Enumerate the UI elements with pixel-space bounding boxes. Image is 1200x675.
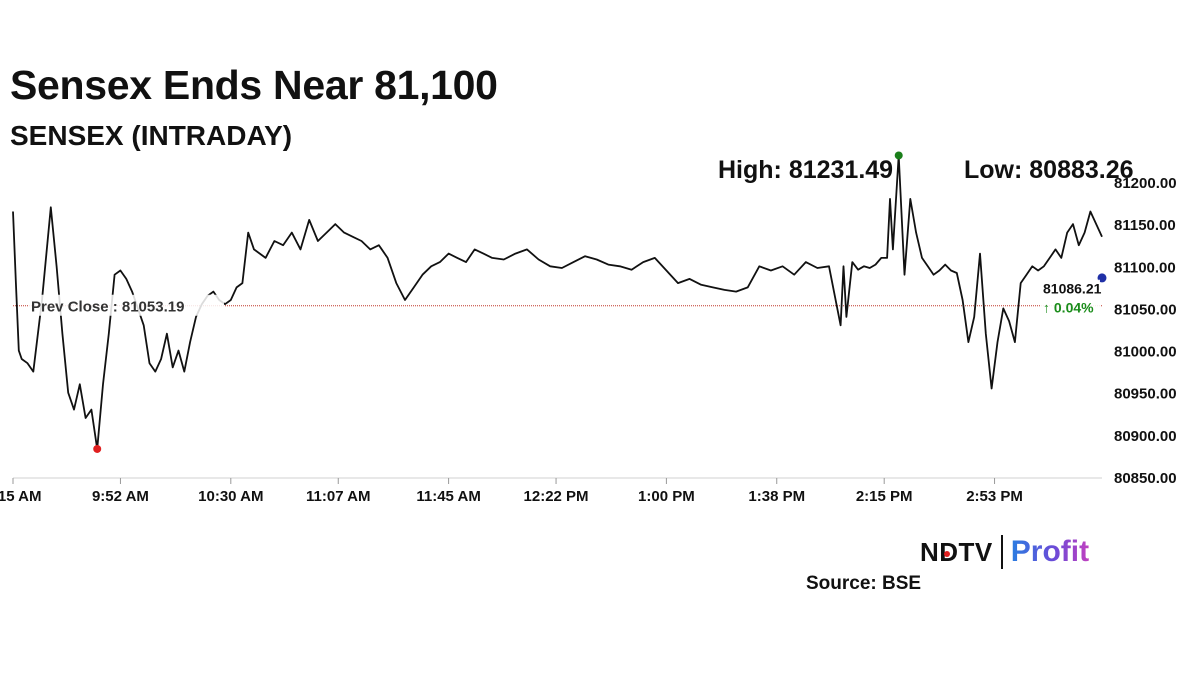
source-note: Source: BSE xyxy=(806,573,922,594)
x-tick-label: 9:15 AM xyxy=(0,488,41,505)
day-high-marker xyxy=(894,151,903,160)
x-tick-label: 1:38 PM xyxy=(748,488,805,505)
logo-dot xyxy=(944,550,950,557)
x-tick-label: 2:15 PM xyxy=(856,488,913,505)
ndtv-profit-logo: NDTV Profit xyxy=(920,532,1089,572)
sensex-price-line xyxy=(12,154,1103,450)
logo-separator xyxy=(1000,535,1003,569)
prev-close-label: Prev Close : 81053.19 xyxy=(31,299,184,316)
y-tick-label: 81200.00 xyxy=(1114,175,1177,192)
day-high-label: High: 81231.49 xyxy=(718,156,894,184)
profit-wordmark: Profit xyxy=(1010,535,1090,568)
x-tick-label: 10:30 AM xyxy=(198,488,263,505)
ndtv-wordmark: NDTV xyxy=(920,536,993,567)
x-tick-label: 2:53 PM xyxy=(966,488,1023,505)
change-percent-label: ↑ 0.04% xyxy=(1043,300,1094,316)
headline: Sensex Ends Near 81,100 xyxy=(10,62,498,108)
x-tick-label: 12:22 PM xyxy=(524,488,589,505)
last-price-label: 81086.21 xyxy=(1043,281,1102,297)
x-tick-label: 11:45 AM xyxy=(416,488,480,505)
day-low-marker xyxy=(93,444,102,453)
x-tick-label: 11:07 AM xyxy=(306,488,370,505)
y-tick-label: 81000.00 xyxy=(1114,344,1177,361)
y-tick-label: 81100.00 xyxy=(1114,259,1176,276)
y-tick-label: 80900.00 xyxy=(1114,428,1177,445)
day-low-label: Low: 80883.26 xyxy=(964,156,1134,184)
chart-subtitle: SENSEX (INTRADAY) xyxy=(10,120,293,151)
prev-close-label-bg xyxy=(28,294,224,316)
x-tick-label: 1:00 PM xyxy=(638,488,695,505)
y-tick-label: 81150.00 xyxy=(1114,217,1176,234)
y-tick-label: 80850.00 xyxy=(1114,470,1177,487)
x-tick-label: 9:52 AM xyxy=(92,488,149,505)
last-price-label-bg xyxy=(1040,279,1100,316)
y-tick-label: 80950.00 xyxy=(1114,386,1177,403)
y-tick-label: 81050.00 xyxy=(1114,301,1177,318)
